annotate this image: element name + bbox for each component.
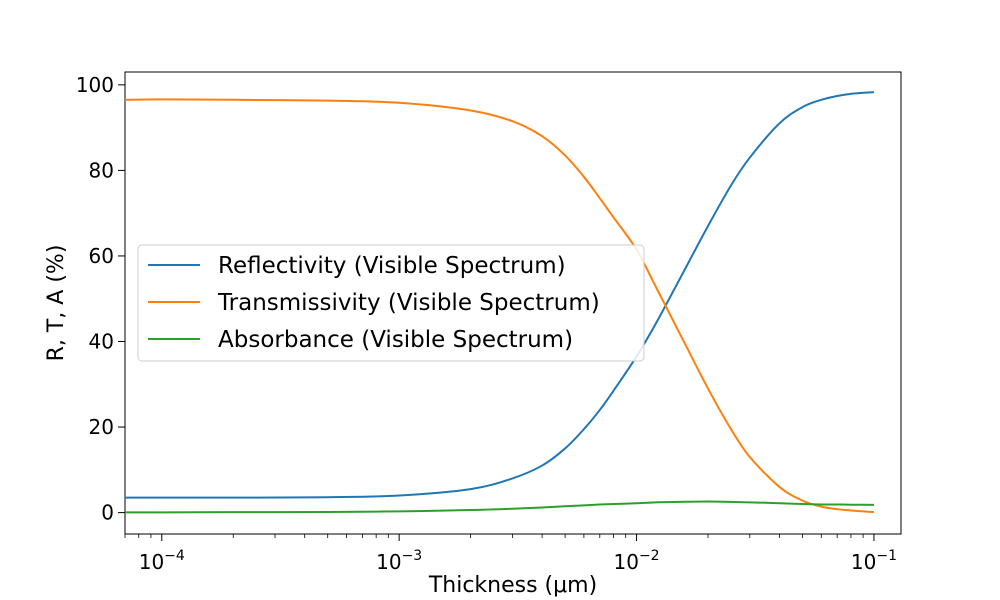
series-line-1 xyxy=(124,98,875,514)
legend-label-1: Transmissivity (Visible Spectrum) xyxy=(217,290,600,316)
plot-frame xyxy=(124,71,902,535)
legend: Reflectivity (Visible Spectrum) Transmiss… xyxy=(137,244,645,362)
x-tick-label-0: 10−4 xyxy=(139,548,185,574)
x-tick-label-1: 10−3 xyxy=(376,548,422,574)
y-tick-label-0: 0 xyxy=(101,501,114,525)
x-tick-label-2: 10−2 xyxy=(614,548,660,574)
y-tick-label-4: 80 xyxy=(89,158,114,182)
legend-box xyxy=(137,244,645,362)
y-tick-label-1: 20 xyxy=(89,415,114,439)
y-axis-label: R, T, A (%) xyxy=(44,245,69,362)
series-layer xyxy=(124,91,875,514)
series-line-0 xyxy=(124,91,875,499)
legend-label-0: Reflectivity (Visible Spectrum) xyxy=(218,253,566,279)
legend-label-2: Absorbance (Visible Spectrum) xyxy=(218,327,573,353)
y-tick-label-2: 40 xyxy=(89,330,114,354)
series-line-2 xyxy=(124,500,874,514)
x-axis: 10−4 10−3 10−2 10−1 xyxy=(124,534,897,574)
y-tick-label-5: 100 xyxy=(76,73,114,97)
y-axis: 0 20 40 60 80 100 xyxy=(76,73,125,525)
plot-area xyxy=(124,71,902,535)
y-tick-label-3: 60 xyxy=(89,244,114,268)
x-tick-label-3: 10−1 xyxy=(851,548,897,574)
x-axis-label: Thickness (μm) xyxy=(428,573,597,598)
